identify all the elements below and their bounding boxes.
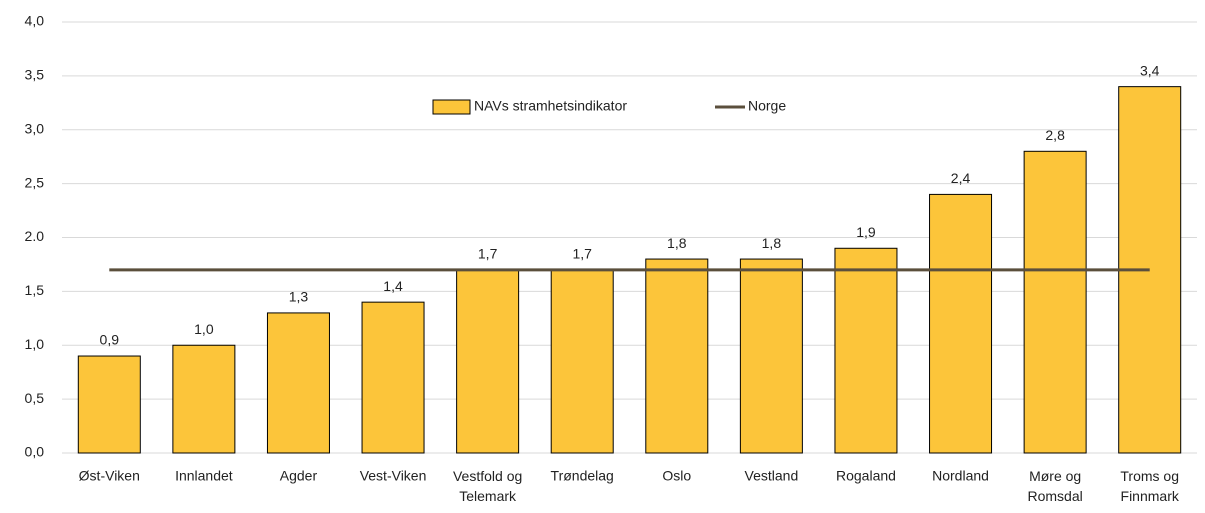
data-label: 3,4 xyxy=(1140,62,1160,78)
x-tick-label: Innlandet xyxy=(175,468,233,484)
y-tick-label: 0,5 xyxy=(25,390,45,406)
legend-label: NAVs stramhetsindikator xyxy=(474,98,627,114)
data-label: 2,4 xyxy=(951,170,971,186)
y-tick-label: 1,0 xyxy=(25,336,45,352)
y-tick-label: 2,5 xyxy=(25,174,45,190)
y-tick-label: 3,0 xyxy=(25,120,45,136)
bar xyxy=(266,312,330,454)
x-tick-label: Øst-Viken xyxy=(79,468,140,484)
bar xyxy=(834,247,898,454)
x-tick-label: Troms og Finnmark xyxy=(1120,468,1179,504)
x-tick-label: Nordland xyxy=(932,468,989,484)
x-tick-label: Agder xyxy=(280,468,318,484)
legend-swatch xyxy=(432,99,471,115)
legend-label: Norge xyxy=(748,98,786,114)
bar xyxy=(77,355,141,454)
data-label: 1,8 xyxy=(667,235,687,251)
data-label: 1,8 xyxy=(762,235,782,251)
y-tick-label: 1,5 xyxy=(25,282,45,298)
bar xyxy=(361,301,425,454)
y-tick-label: 4,0 xyxy=(25,13,45,29)
data-label: 1,7 xyxy=(478,246,498,262)
bar xyxy=(929,193,993,454)
x-tick-label: Vest-Viken xyxy=(360,468,427,484)
x-tick-label: Møre og Romsdal xyxy=(1028,468,1083,504)
x-tick-label: Rogaland xyxy=(836,468,896,484)
bar xyxy=(739,258,803,454)
x-tick-label: Vestfold og Telemark xyxy=(453,468,522,504)
data-label: 1,7 xyxy=(572,246,592,262)
bar xyxy=(550,269,614,454)
y-tick-label: 2.0 xyxy=(25,228,45,244)
bar xyxy=(172,344,236,454)
data-label: 0,9 xyxy=(100,332,120,348)
data-label: 1,4 xyxy=(383,278,403,294)
y-tick-label: 0,0 xyxy=(25,444,45,460)
x-tick-label: Vestland xyxy=(745,468,799,484)
x-tick-label: Trøndelag xyxy=(551,468,614,484)
data-label: 2,8 xyxy=(1045,127,1065,143)
data-label: 1,3 xyxy=(289,289,309,305)
x-tick-label: Oslo xyxy=(662,468,691,484)
bar xyxy=(1023,150,1087,454)
data-label: 1,9 xyxy=(856,224,876,240)
data-label: 1,0 xyxy=(194,321,214,337)
bar xyxy=(645,258,709,454)
bar xyxy=(456,269,520,454)
y-tick-label: 3,5 xyxy=(25,67,45,83)
